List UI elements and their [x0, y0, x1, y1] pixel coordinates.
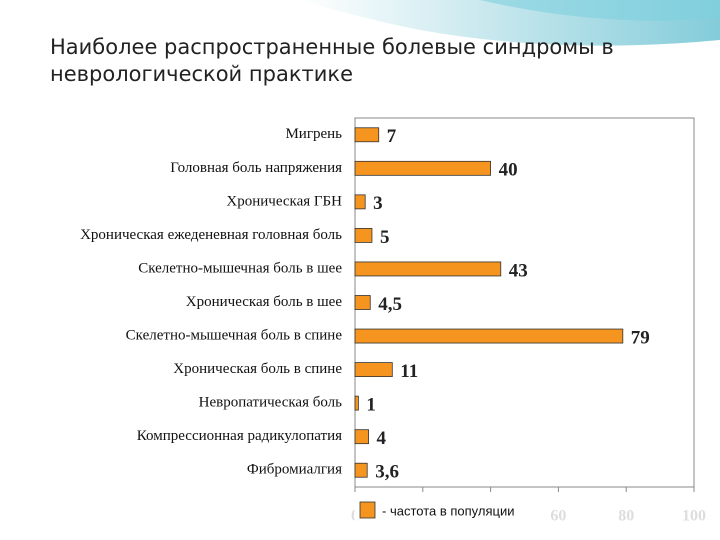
bar	[354, 160, 492, 176]
value-label: 4	[377, 428, 387, 449]
slide-title: Наиболее распространенные болевые синдро…	[50, 35, 614, 86]
bar	[354, 429, 369, 445]
value-label: 11	[400, 361, 418, 382]
bar	[354, 328, 624, 344]
y-tick-label: Хроническая ГБН	[226, 193, 342, 209]
bar	[354, 228, 373, 243]
bar	[354, 362, 393, 377]
legend-swatch	[359, 501, 376, 519]
y-tick-label: Мигрень	[285, 126, 342, 142]
bar	[354, 127, 380, 143]
y-tick-label: Хроническая ежеденевная головная боль	[80, 227, 342, 243]
value-label: 79	[631, 327, 650, 348]
y-tick-label: Скелетно-мышечная боль в спине	[126, 327, 343, 343]
value-label: 5	[380, 227, 390, 248]
y-tick-label: Скелетно-мышечная боль в шее	[138, 260, 342, 276]
value-label: 4,5	[378, 294, 402, 315]
value-label: 3	[373, 193, 383, 214]
value-label: 40	[499, 160, 518, 181]
value-label: 7	[387, 126, 397, 147]
y-tick-label: Головная боль напряжения	[170, 160, 342, 176]
bar	[354, 295, 371, 310]
legend-label: - частота в популяции	[382, 503, 514, 518]
decoration	[480, 0, 720, 21]
bar	[354, 395, 359, 411]
x-tick-label: 80	[618, 508, 634, 525]
x-tick-label: 100	[682, 508, 706, 525]
value-label: 3,6	[375, 462, 399, 483]
y-tick-label: Хроническая боль в спине	[173, 361, 342, 377]
y-tick-label: Фибромиалгия	[247, 462, 342, 478]
x-tick-label: 60	[550, 508, 566, 525]
bar	[354, 261, 502, 277]
value-label: 43	[509, 260, 528, 281]
value-label: 1	[366, 394, 376, 415]
y-tick-label: Невропатическая боль	[199, 395, 342, 411]
bar	[354, 194, 366, 210]
bar	[354, 462, 368, 478]
y-tick-label: Компрессионная радикулопатия	[137, 428, 342, 444]
legend-box	[355, 497, 550, 524]
y-tick-label: Хроническая боль в шее	[186, 294, 343, 310]
